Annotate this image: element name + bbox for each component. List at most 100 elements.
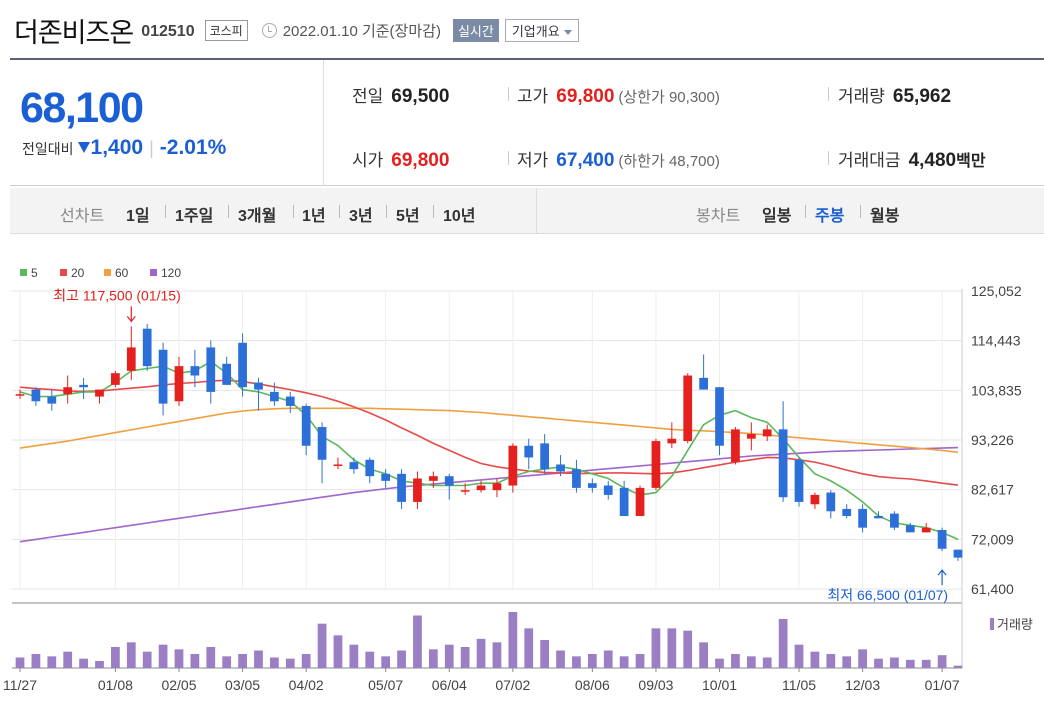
volume-bar (238, 654, 247, 668)
candle-body (111, 373, 120, 385)
volume-bar (63, 651, 73, 668)
tab-weekly[interactable]: 주봉 (815, 208, 845, 225)
candle-body (635, 487, 645, 516)
candle-body (47, 396, 57, 404)
stock-code: 012510 (141, 23, 195, 40)
volume-bar (301, 654, 311, 668)
candle-body (15, 394, 25, 396)
legend-swatch (150, 269, 157, 276)
ma60-line (19, 407, 959, 454)
candle-body (874, 515, 883, 519)
tab-10year[interactable]: 10년 (443, 208, 476, 225)
candle-body (397, 473, 406, 502)
trade-amount: 거래대금 4,480백만 (838, 146, 986, 172)
candle-body (222, 363, 232, 385)
volume-bar (953, 665, 963, 668)
candle-body (158, 349, 168, 404)
tab-5year[interactable]: 5년 (396, 208, 420, 225)
candle-chart-label: 봉차트 (696, 208, 741, 225)
divider (228, 205, 229, 218)
volume-bar (508, 612, 518, 668)
volume-bar (142, 651, 152, 668)
y-tick-label: 103,835 (971, 382, 1022, 398)
candle-body (270, 391, 279, 402)
amount-value: 4,480 (908, 150, 957, 171)
clock-icon (261, 22, 277, 38)
open-price: 시가 69,800 (352, 146, 449, 172)
candle-body (858, 508, 867, 528)
tab-daily[interactable]: 일봉 (762, 208, 792, 225)
tab-3year[interactable]: 3년 (349, 208, 373, 225)
line-chart-label: 선차트 (60, 208, 105, 225)
legend-swatch (104, 269, 111, 276)
candle-body (762, 429, 772, 437)
candle-body (905, 525, 915, 533)
tab-1week[interactable]: 1주일 (175, 208, 214, 225)
volume-bar (381, 656, 391, 668)
volume-bar (47, 656, 57, 668)
legend-swatch (60, 269, 67, 276)
tab-1year[interactable]: 1년 (302, 208, 326, 225)
candle-body (890, 513, 899, 528)
y-tick-label: 125,052 (971, 283, 1022, 299)
candle-body (95, 389, 104, 397)
volume-bar (333, 635, 343, 668)
x-axis-ticks: 11/27 01/08 02/05 03/05 04/02 05/07 06/04 07/02… (3, 668, 960, 693)
volume: 거래량 65,962 (838, 82, 951, 108)
high-arrow-head (126, 315, 136, 323)
volume-bar (413, 615, 422, 668)
divider (860, 205, 861, 218)
divider (339, 205, 340, 218)
y-tick-label: 61,400 (971, 581, 1014, 597)
x-tick-label: 11/27 (3, 677, 37, 693)
x-tick-label: 01/08 (98, 677, 133, 693)
candle-body (937, 530, 947, 549)
divider (805, 205, 806, 218)
candle-body (699, 377, 708, 390)
candle-body (238, 342, 247, 388)
prev-close: 전일 69,500 (352, 82, 449, 108)
volume-bars: 거래량 (15, 612, 1033, 668)
candle-body (921, 527, 931, 533)
volume-label: 거래량 (997, 617, 1033, 632)
candle-body (460, 490, 470, 492)
volume-bar (285, 658, 295, 668)
candle-body (301, 405, 311, 446)
candle-body (667, 438, 677, 444)
reference-date: 2022.01.10 기준(장마감) (282, 22, 441, 40)
volume-bar (651, 628, 661, 668)
candle-body (317, 427, 327, 460)
candle-body (254, 382, 263, 390)
y-tick-label: 93,226 (971, 432, 1014, 448)
prev-close-value: 69,500 (391, 86, 450, 107)
candle-body (333, 464, 343, 466)
company-info-dropdown[interactable]: 기업개요 (504, 18, 579, 42)
change-label: 전일대비 (22, 141, 74, 157)
candle-body (587, 483, 597, 488)
volume-bar (222, 656, 232, 668)
tab-1day[interactable]: 1일 (126, 208, 150, 225)
chart-legend: 5 20 60 120 (20, 266, 181, 280)
divider (165, 205, 166, 218)
x-tick-label: 11/05 (782, 677, 816, 693)
tab-monthly[interactable]: 월봉 (870, 208, 900, 225)
candle-body (349, 462, 359, 470)
x-tick-label: 04/02 (289, 677, 324, 693)
volume-bar (492, 642, 502, 668)
divider: | (149, 138, 154, 158)
down-arrow-icon (77, 142, 90, 153)
market-badge: 코스피 (204, 19, 248, 41)
realtime-button[interactable]: 실시간 (452, 18, 499, 42)
candle-body (508, 445, 518, 486)
volume-bar (365, 651, 375, 668)
volume-legend-swatch (990, 618, 994, 630)
x-tick-label: 12/03 (845, 677, 880, 693)
high-annotation: 최고 117,500 (01/15) (53, 287, 180, 303)
volume-bar (174, 649, 184, 668)
volume-bar (460, 647, 470, 668)
tab-3month[interactable]: 3개월 (238, 208, 277, 225)
legend-label: 20 (71, 266, 85, 280)
volume-bar (587, 654, 597, 668)
volume-label: 거래량 (838, 87, 885, 106)
candle-body (142, 328, 152, 367)
